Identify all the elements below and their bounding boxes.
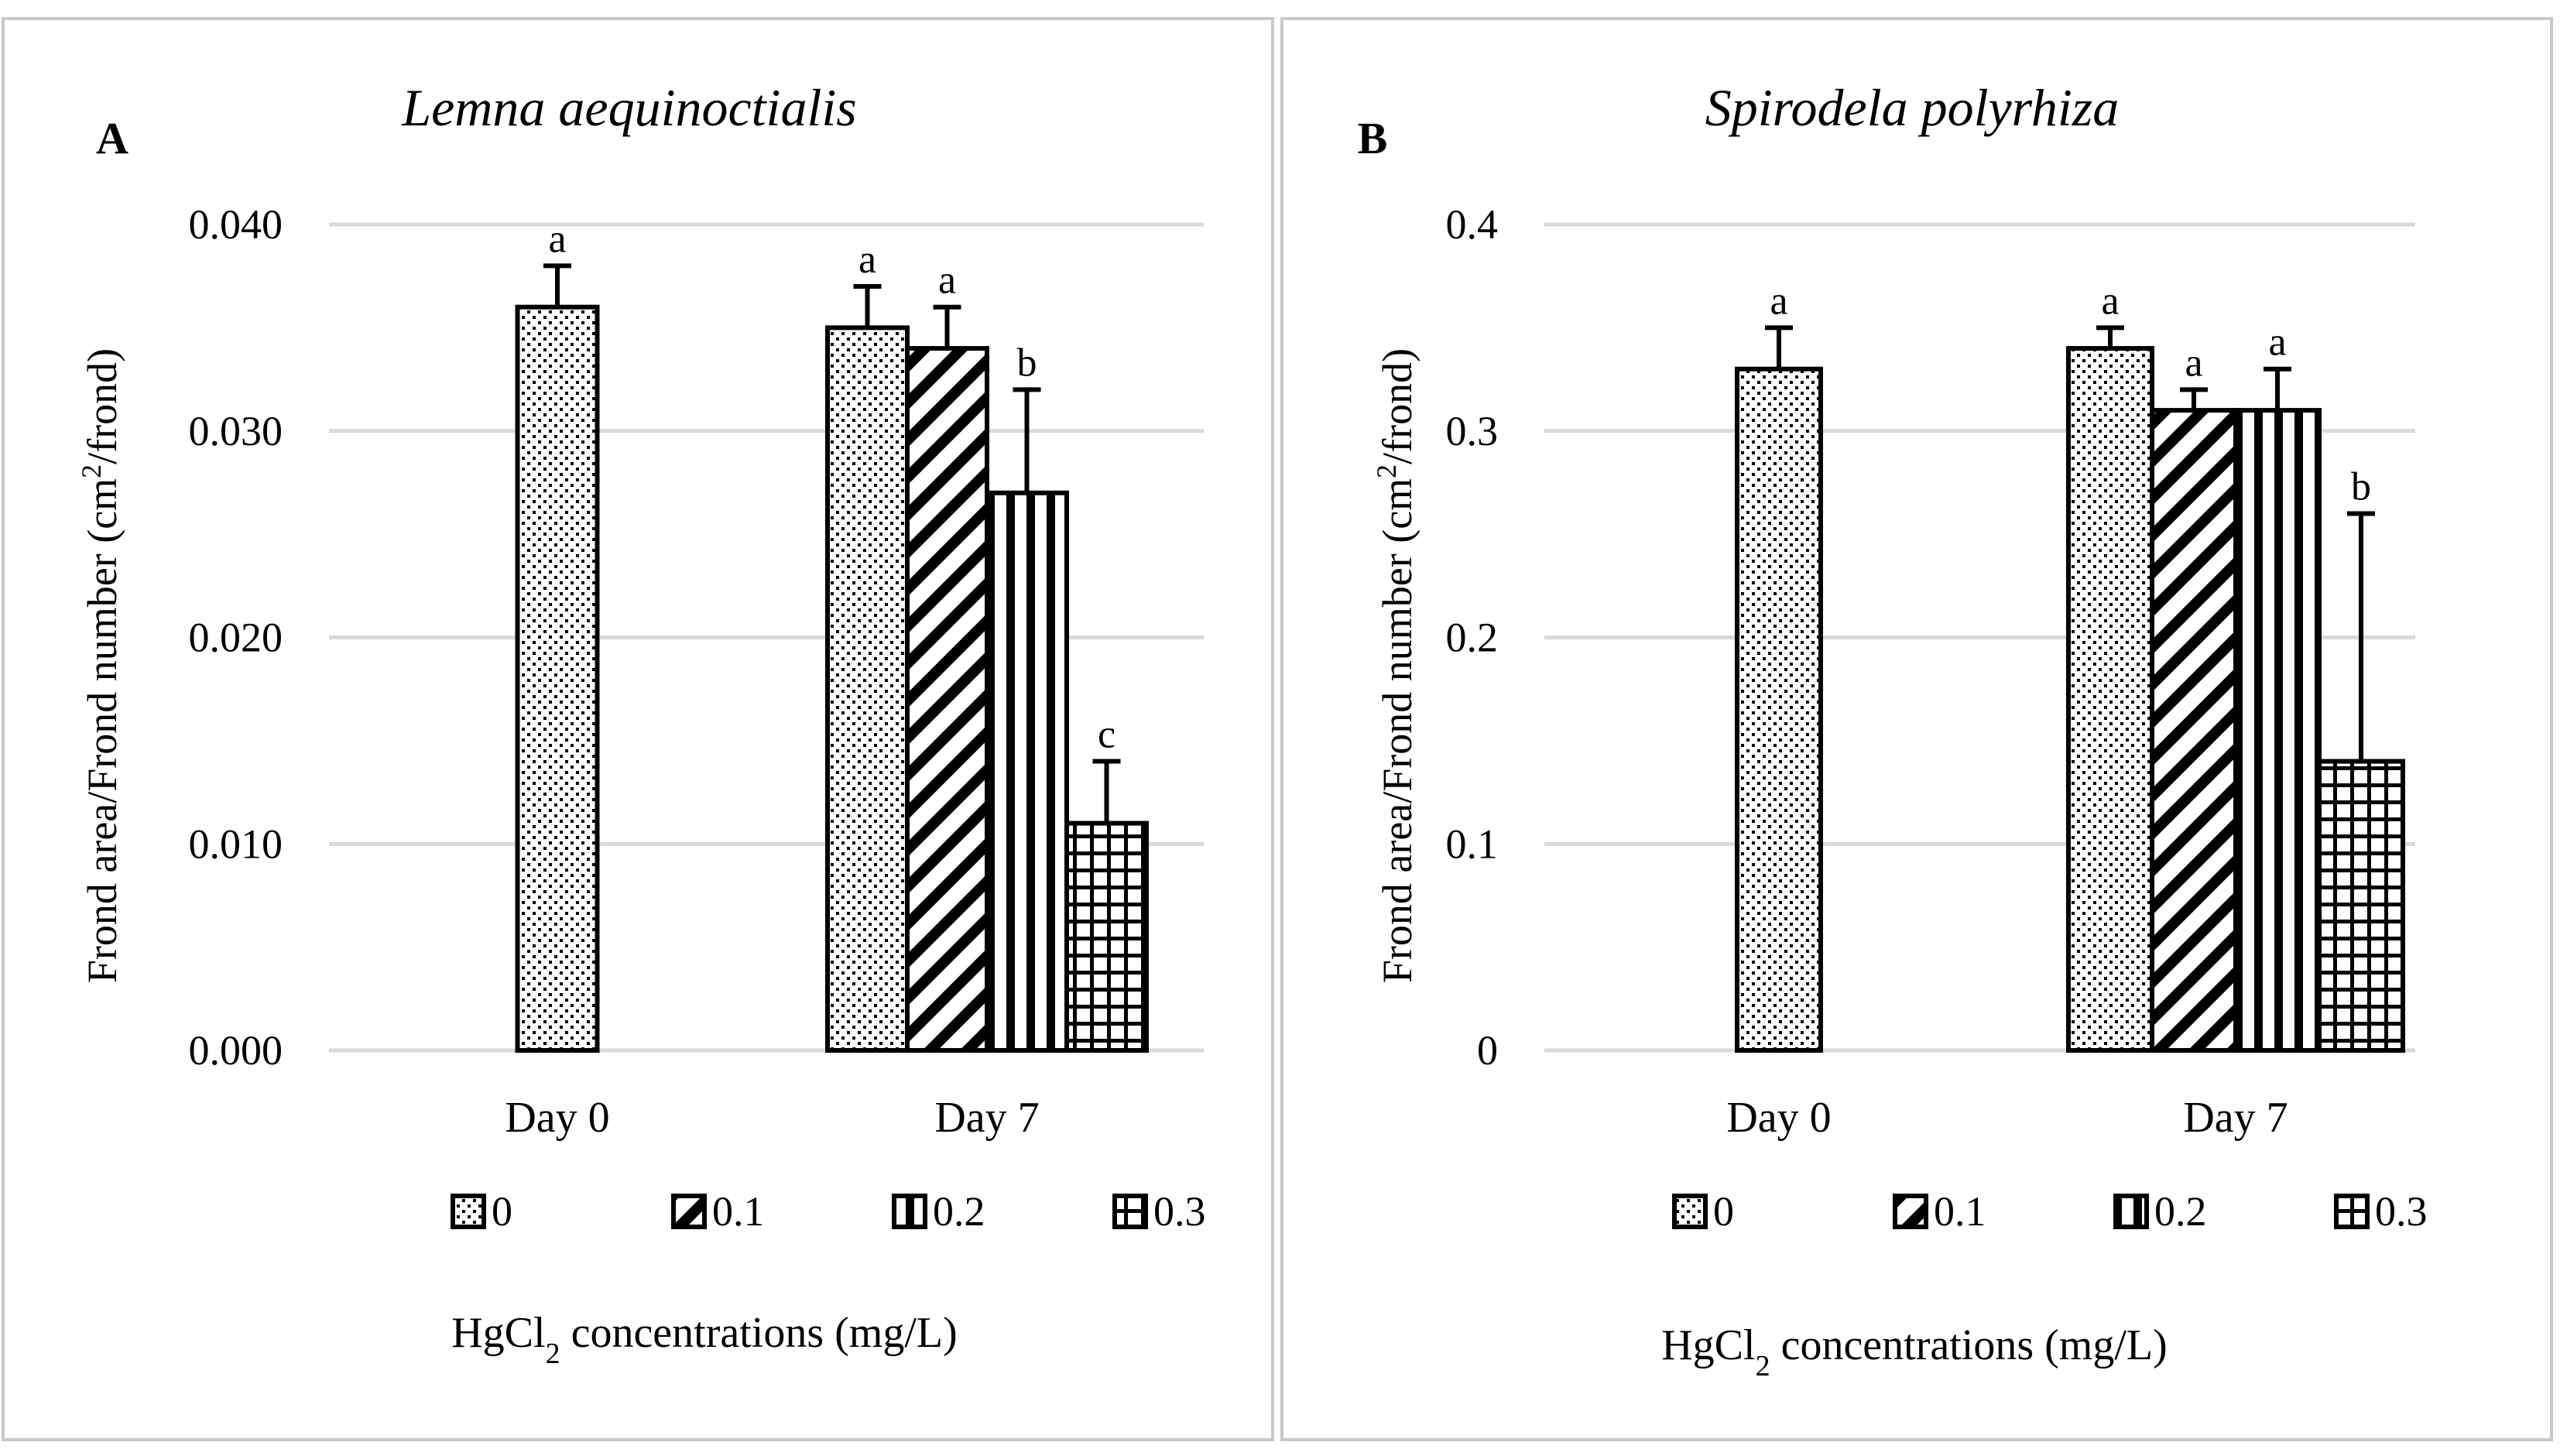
panel-b-title: Spirodela polyrhiza	[1705, 78, 2120, 137]
error-bar	[1092, 759, 1121, 824]
legend-swatch	[892, 1194, 927, 1229]
bar	[1064, 820, 1149, 1053]
category-label: Day 0	[1726, 1094, 1831, 1142]
legend-swatch	[451, 1194, 486, 1229]
legend-label: 0.1	[1934, 1188, 1986, 1235]
y-tick-label: 0.000	[189, 1027, 283, 1074]
legend-item: 0.1	[1893, 1188, 1986, 1235]
panel-a-category-labels: Day 0 Day 7	[505, 1094, 1039, 1142]
panel-a-x-axis-label: HgCl2 concentrations (mg/L)	[451, 1309, 958, 1370]
bar	[2150, 408, 2238, 1053]
legend-label: 0	[492, 1188, 512, 1235]
panel-b-y-tick-labels: 0 0.1 0.2 0.3 0.4	[1446, 201, 1499, 1074]
y-tick-label: 0.4	[1446, 201, 1499, 248]
legend-item: 0.1	[671, 1188, 765, 1235]
legend-label: 0.2	[2154, 1188, 2207, 1235]
y-tick-label: 0.020	[189, 615, 283, 661]
significance-letter: a	[2101, 279, 2119, 323]
bar	[2233, 408, 2322, 1053]
legend-item: 0.2	[2113, 1188, 2207, 1235]
panel-a-title: Lemna aequinoctialis	[401, 78, 856, 137]
significance-letter: c	[1098, 713, 1116, 757]
bar	[825, 325, 910, 1053]
panel-a-legend: 0 0.1 0.2 0.3	[451, 1188, 1206, 1235]
significance-letter: a	[1770, 279, 1787, 323]
legend-item: 0	[1672, 1188, 1734, 1235]
category-label: Day 7	[2183, 1094, 2288, 1142]
legend-label: 0.1	[712, 1188, 765, 1235]
bar	[1735, 366, 1823, 1053]
panel-a-y-tick-labels: 0.000 0.010 0.020 0.030 0.040	[189, 201, 283, 1074]
bar	[985, 490, 1069, 1053]
error-bar	[2347, 511, 2375, 762]
error-bar	[933, 304, 961, 349]
legend-item: 0.3	[1112, 1188, 1206, 1235]
legend-swatch	[1893, 1194, 1928, 1229]
y-tick-label: 0.040	[189, 201, 283, 248]
y-tick-label: 0.010	[189, 820, 283, 867]
y-tick-label: 0.1	[1446, 820, 1499, 867]
bar	[905, 346, 989, 1053]
panel-a-letter: A	[96, 113, 129, 163]
category-label: Day 0	[505, 1094, 609, 1142]
bar	[2317, 759, 2405, 1053]
panel-a-y-axis-label: Frond area/Frond number (cm2/frond)	[76, 348, 125, 983]
legend-swatch	[671, 1194, 707, 1229]
y-tick-label: 0.3	[1446, 408, 1499, 454]
error-bar	[1013, 387, 1041, 493]
bar	[515, 304, 600, 1053]
legend-label: 0.2	[933, 1188, 985, 1235]
error-bar	[2096, 325, 2124, 349]
y-tick-label: 0	[1477, 1027, 1498, 1074]
panel-b-legend: 0 0.1 0.2 0.3	[1672, 1188, 2428, 1235]
significance-letter: a	[548, 217, 566, 261]
legend-item: 0	[451, 1188, 512, 1235]
legend-swatch	[2334, 1194, 2370, 1229]
error-bar	[853, 284, 882, 328]
panel-a: Lemna aequinoctialis A 0.0000.0100.0200.…	[2, 17, 1274, 1441]
error-bar	[2180, 387, 2208, 411]
significance-letter: a	[938, 259, 956, 303]
significance-letter: a	[858, 238, 876, 282]
panel-b-y-axis-label: Frond area/Frond number (cm2/frond)	[1371, 348, 1421, 983]
y-tick-label: 0.2	[1446, 615, 1499, 661]
significance-letter: b	[1017, 341, 1037, 385]
legend-swatch	[1672, 1194, 1708, 1229]
significance-letter: b	[2351, 464, 2371, 509]
significance-letter: a	[2185, 341, 2202, 385]
y-tick-label: 0.030	[189, 408, 283, 454]
panel-a-bars: a a a b c	[515, 217, 1149, 1053]
legend-item: 0.3	[2334, 1188, 2428, 1235]
bar	[2066, 346, 2154, 1053]
legend-label: 0.3	[2375, 1188, 2428, 1235]
error-bar	[2264, 366, 2291, 411]
category-label: Day 7	[934, 1094, 1039, 1142]
error-bar	[1765, 325, 1793, 369]
significance-letter: a	[2268, 320, 2286, 365]
panel-b-letter: B	[1358, 113, 1388, 163]
panel-b-bars: a a a a b	[1735, 279, 2405, 1053]
error-bar	[543, 263, 571, 307]
panel-b-x-axis-label: HgCl2 concentrations (mg/L)	[1661, 1321, 2168, 1382]
legend-label: 0	[1713, 1188, 1734, 1235]
legend-swatch	[1112, 1194, 1148, 1229]
legend-label: 0.3	[1153, 1188, 1206, 1235]
panel-b: Spirodela polyrhiza B 00.10.20.30.4 a aa a…	[1280, 17, 2553, 1441]
legend-swatch	[2113, 1194, 2149, 1229]
panel-b-category-labels: Day 0 Day 7	[1726, 1094, 2288, 1142]
legend-item: 0.2	[892, 1188, 985, 1235]
